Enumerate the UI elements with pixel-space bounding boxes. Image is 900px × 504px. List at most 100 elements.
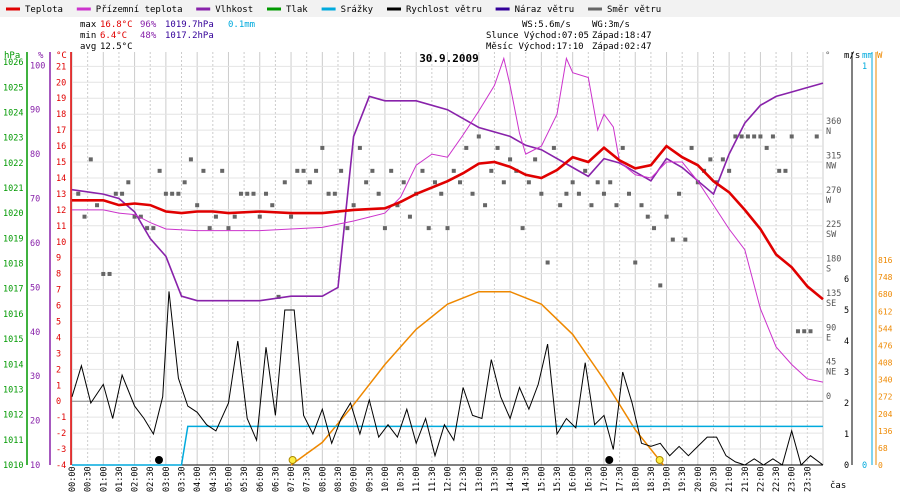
tick-direction-label: E bbox=[826, 333, 831, 343]
tick-solar: 136 bbox=[878, 427, 893, 436]
tick-x: 21:00 bbox=[725, 466, 735, 492]
tick-x: 21:30 bbox=[741, 466, 751, 492]
series-direction-point bbox=[352, 203, 356, 207]
tick-direction: 225 bbox=[826, 220, 841, 230]
tick-direction: 270 bbox=[826, 186, 841, 196]
tick-temperature: 5 bbox=[56, 317, 61, 327]
info-ws: WS:5.6m/s bbox=[522, 20, 571, 30]
tick-direction-label: NW bbox=[826, 161, 837, 171]
series-direction-point bbox=[602, 192, 606, 196]
series-direction-point bbox=[746, 134, 750, 138]
axis-unit-humidity: % bbox=[38, 51, 44, 61]
info-moon-set: Západ:02:47 bbox=[592, 42, 652, 52]
tick-x: 09:00 bbox=[350, 466, 360, 492]
tick-pressure: 1020 bbox=[3, 209, 23, 219]
tick-x: 11:00 bbox=[412, 466, 422, 492]
stat-min-label: min bbox=[80, 31, 96, 41]
series-direction-point bbox=[471, 192, 475, 196]
tick-x: 03:00 bbox=[162, 466, 172, 492]
marker-moonset bbox=[155, 457, 162, 464]
series-direction-point bbox=[220, 169, 224, 173]
series-direction-point bbox=[208, 226, 212, 230]
series-direction-point bbox=[164, 192, 168, 196]
tick-temperature: 14 bbox=[56, 174, 66, 184]
stat-avg-label: avg bbox=[80, 42, 96, 52]
tick-temperature: -4 bbox=[56, 461, 66, 471]
series-direction-point bbox=[596, 180, 600, 184]
series-direction-point bbox=[671, 238, 675, 242]
tick-x: 19:30 bbox=[678, 466, 688, 492]
tick-humidity: 90 bbox=[30, 106, 40, 116]
tick-x: 06:30 bbox=[271, 466, 281, 492]
tick-x: 00:30 bbox=[84, 466, 94, 492]
tick-temperature: 3 bbox=[56, 349, 61, 359]
tick-direction: 90 bbox=[826, 323, 836, 333]
series-direction-point bbox=[758, 134, 762, 138]
tick-x: 07:00 bbox=[287, 466, 297, 492]
tick-temperature: 19 bbox=[56, 94, 66, 104]
tick-humidity: 70 bbox=[30, 195, 40, 205]
tick-wind: 5 bbox=[844, 306, 849, 316]
legend-label: Náraz větru bbox=[515, 5, 575, 15]
weather-chart: Teplota Přízemní teplota Vlhkost Tlak Srážky… bbox=[0, 0, 900, 500]
tick-temperature: 12 bbox=[56, 206, 66, 216]
tick-direction-label: S bbox=[826, 265, 831, 275]
chart-title: 30.9.2009 bbox=[419, 52, 479, 65]
legend-label: Srážky bbox=[341, 5, 374, 15]
series-direction-point bbox=[571, 180, 575, 184]
info-sun-set: Západ:18:47 bbox=[592, 31, 652, 41]
series-direction-point bbox=[802, 329, 806, 333]
series-direction-point bbox=[727, 169, 731, 173]
series-direction-point bbox=[151, 226, 155, 230]
tick-x: 23:30 bbox=[803, 466, 813, 492]
info-moon: Měsíc Východ:17:10 bbox=[486, 42, 584, 52]
series-direction-point bbox=[496, 146, 500, 150]
tick-temperature: 16 bbox=[56, 142, 66, 152]
series-direction-point bbox=[195, 203, 199, 207]
tick-temperature: 21 bbox=[56, 62, 66, 72]
series-direction-point bbox=[508, 157, 512, 161]
series-direction-point bbox=[283, 180, 287, 184]
series-direction-point bbox=[452, 169, 456, 173]
series-direction-point bbox=[308, 180, 312, 184]
tick-direction: 315 bbox=[826, 151, 841, 161]
tick-x: 11:30 bbox=[428, 466, 438, 492]
tick-wind: 1 bbox=[844, 430, 849, 440]
series-direction-point bbox=[771, 134, 775, 138]
series-direction-point bbox=[815, 134, 819, 138]
tick-temperature: 0 bbox=[56, 397, 61, 407]
tick-x: 15:00 bbox=[537, 466, 547, 492]
tick-pressure: 1013 bbox=[3, 385, 23, 395]
tick-temperature: 13 bbox=[56, 190, 66, 200]
tick-temperature: 7 bbox=[56, 286, 61, 296]
tick-x: 15:30 bbox=[553, 466, 563, 492]
series-direction-point bbox=[765, 146, 769, 150]
header: Teplota Přízemní teplota Vlhkost Tlak Srážky… bbox=[0, 0, 900, 17]
tick-pressure: 1015 bbox=[3, 335, 23, 345]
series-direction-point bbox=[183, 180, 187, 184]
tick-solar: 680 bbox=[878, 290, 893, 299]
series-direction-point bbox=[327, 192, 331, 196]
tick-rain: 1 bbox=[862, 62, 867, 72]
tick-solar: 408 bbox=[878, 359, 893, 368]
series-direction-point bbox=[652, 226, 656, 230]
tick-humidity: 100 bbox=[30, 61, 45, 71]
tick-x: 10:00 bbox=[381, 466, 391, 492]
series-direction-point bbox=[621, 146, 625, 150]
chart-svg: Teplota Přízemní teplota Vlhkost Tlak Srážky… bbox=[0, 0, 900, 500]
axis-unit-solar: W bbox=[877, 51, 883, 61]
tick-temperature: -3 bbox=[56, 445, 66, 455]
tick-pressure: 1016 bbox=[3, 310, 23, 320]
info-sun: Slunce Východ:07:05 bbox=[486, 31, 589, 41]
series-direction-point bbox=[658, 283, 662, 287]
series-direction-point bbox=[564, 192, 568, 196]
series-direction-point bbox=[314, 169, 318, 173]
tick-x: 02:30 bbox=[146, 466, 156, 492]
tick-pressure: 1025 bbox=[3, 83, 23, 93]
tick-direction-label: NE bbox=[826, 368, 836, 378]
series-direction-point bbox=[189, 157, 193, 161]
tick-solar: 816 bbox=[878, 256, 893, 265]
series-direction-point bbox=[502, 180, 506, 184]
series-direction-point bbox=[646, 215, 650, 219]
series-direction-point bbox=[370, 169, 374, 173]
